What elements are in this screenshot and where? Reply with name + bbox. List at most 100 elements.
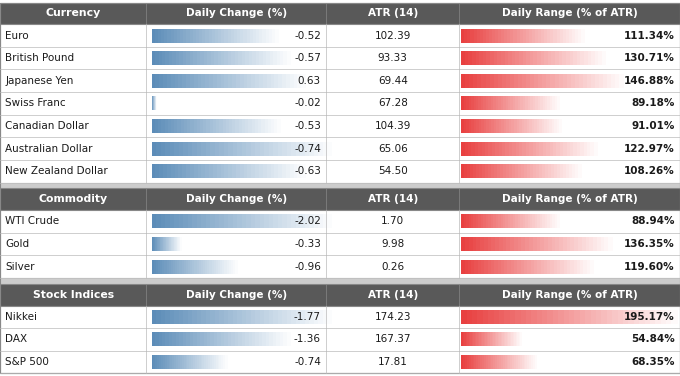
Bar (547, 74, 551, 88)
Bar (541, 259, 545, 274)
Bar (291, 214, 296, 228)
Bar (515, 96, 519, 111)
Bar (182, 164, 187, 178)
Bar (245, 51, 250, 65)
Bar (216, 259, 219, 274)
Bar (474, 119, 477, 133)
Bar (541, 237, 545, 251)
Bar (203, 355, 205, 369)
Bar (273, 51, 277, 65)
Bar (180, 237, 181, 251)
Bar (0, 137, 680, 160)
Bar (531, 355, 534, 369)
Text: Swiss Franc: Swiss Franc (5, 99, 66, 108)
Bar (536, 142, 540, 156)
Bar (233, 214, 238, 228)
Bar (580, 142, 584, 156)
Bar (543, 142, 547, 156)
Bar (501, 119, 505, 133)
Bar (545, 164, 549, 178)
Bar (192, 259, 195, 274)
Bar (501, 29, 505, 42)
Bar (240, 164, 244, 178)
Bar (493, 96, 496, 111)
Bar (464, 164, 468, 178)
Bar (650, 310, 656, 324)
Bar (0, 306, 680, 373)
Bar (539, 74, 543, 88)
Bar (251, 142, 256, 156)
Bar (461, 142, 465, 156)
Bar (218, 29, 222, 42)
Text: ATR (14): ATR (14) (368, 194, 418, 204)
Bar (507, 237, 511, 251)
Bar (496, 96, 499, 111)
Bar (200, 51, 204, 65)
Bar (550, 29, 554, 42)
Bar (580, 51, 585, 65)
Bar (520, 96, 524, 111)
Bar (167, 74, 171, 88)
Bar (225, 355, 228, 369)
Bar (464, 96, 466, 111)
Bar (235, 51, 239, 65)
Text: 89.18%: 89.18% (631, 99, 675, 108)
Bar (231, 51, 235, 65)
Bar (318, 310, 324, 324)
Bar (246, 214, 252, 228)
Bar (205, 214, 211, 228)
Bar (461, 237, 466, 251)
Bar (623, 310, 629, 324)
Bar (262, 332, 267, 346)
Bar (167, 237, 168, 251)
Bar (477, 332, 479, 346)
Bar (160, 142, 166, 156)
Bar (479, 96, 481, 111)
Bar (277, 119, 282, 133)
Bar (168, 119, 171, 133)
Text: British Pound: British Pound (5, 53, 75, 63)
Bar (213, 119, 217, 133)
Bar (560, 142, 564, 156)
Bar (505, 51, 509, 65)
Bar (476, 96, 479, 111)
Bar (190, 29, 193, 42)
Bar (152, 96, 153, 111)
Bar (512, 51, 516, 65)
Bar (645, 310, 651, 324)
Bar (0, 188, 680, 210)
Bar (176, 355, 179, 369)
Bar (527, 164, 530, 178)
Bar (152, 96, 153, 111)
Bar (547, 310, 554, 324)
Bar (241, 310, 247, 324)
Bar (0, 24, 680, 182)
Bar (512, 355, 515, 369)
Bar (213, 164, 218, 178)
Bar (511, 214, 513, 228)
Bar (190, 259, 193, 274)
Bar (528, 96, 531, 111)
Bar (265, 310, 269, 324)
Bar (503, 355, 505, 369)
Bar (273, 214, 278, 228)
Bar (156, 74, 160, 88)
Bar (525, 237, 530, 251)
Bar (153, 96, 154, 111)
Bar (240, 29, 244, 42)
Bar (468, 142, 472, 156)
Bar (563, 237, 567, 251)
Bar (570, 142, 574, 156)
Bar (475, 355, 477, 369)
Bar (461, 29, 465, 42)
Text: Euro: Euro (5, 30, 29, 41)
Bar (158, 259, 161, 274)
Bar (287, 214, 292, 228)
Bar (514, 355, 517, 369)
Bar (186, 355, 188, 369)
Bar (197, 119, 201, 133)
Bar (519, 332, 521, 346)
Bar (239, 119, 243, 133)
Bar (498, 96, 501, 111)
Bar (168, 237, 169, 251)
